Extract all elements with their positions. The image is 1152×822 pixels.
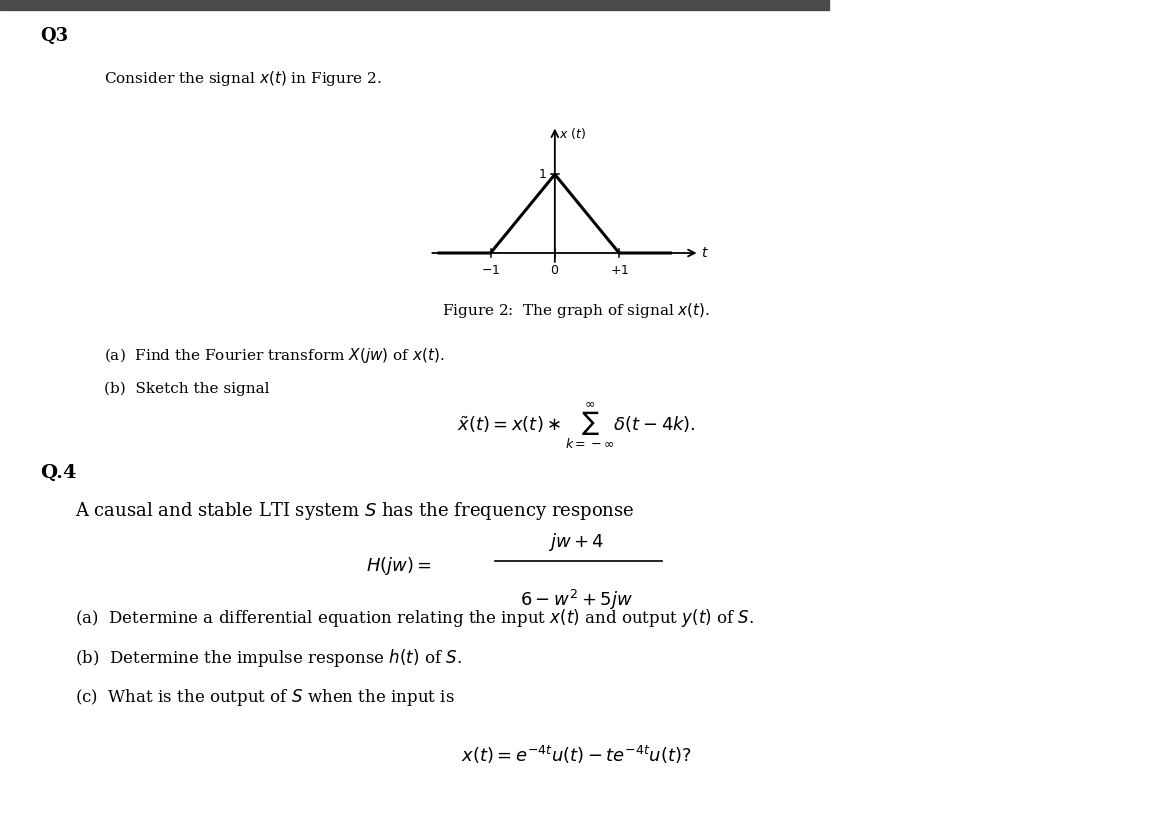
Text: $t$: $t$ xyxy=(702,246,710,260)
Text: $jw + 4$: $jw + 4$ xyxy=(548,531,604,553)
Text: $H(jw) =$: $H(jw) =$ xyxy=(366,555,432,576)
Text: $0$: $0$ xyxy=(551,264,560,277)
Text: (a)  Determine a differential equation relating the input $x(t)$ and output $y(t: (a) Determine a differential equation re… xyxy=(75,607,755,629)
Text: $\tilde{x}(t) = x(t) \ast \sum_{k=-\infty}^{\infty} \delta(t - 4k).$: $\tilde{x}(t) = x(t) \ast \sum_{k=-\inft… xyxy=(456,400,696,451)
Text: $-1$: $-1$ xyxy=(480,264,500,277)
Text: $x(t) = e^{-4t}u(t) - te^{-4t}u(t)?$: $x(t) = e^{-4t}u(t) - te^{-4t}u(t)?$ xyxy=(461,744,691,765)
Text: $1$: $1$ xyxy=(538,168,547,181)
Text: Consider the signal $x(t)$ in Figure 2.: Consider the signal $x(t)$ in Figure 2. xyxy=(104,68,381,88)
Text: (a)  Find the Fourier transform $X(jw)$ of $x(t)$.: (a) Find the Fourier transform $X(jw)$ o… xyxy=(104,346,445,366)
Text: Q.4: Q.4 xyxy=(40,464,77,482)
Text: (b)  Determine the impulse response $h(t)$ of $S$.: (b) Determine the impulse response $h(t)… xyxy=(75,647,462,668)
Text: Figure 2:  The graph of signal $x(t)$.: Figure 2: The graph of signal $x(t)$. xyxy=(442,301,710,321)
Text: A causal and stable LTI system $S$ has the frequency response: A causal and stable LTI system $S$ has t… xyxy=(75,501,635,522)
Text: (b)  Sketch the signal: (b) Sketch the signal xyxy=(104,381,270,396)
Text: Q3: Q3 xyxy=(40,27,68,45)
Bar xyxy=(0,0,829,10)
Text: $6 - w^{2} + 5jw$: $6 - w^{2} + 5jw$ xyxy=(520,588,632,612)
Text: (c)  What is the output of $S$ when the input is: (c) What is the output of $S$ when the i… xyxy=(75,686,455,708)
Text: $+1$: $+1$ xyxy=(609,264,629,277)
Text: $x$ $(t)$: $x$ $(t)$ xyxy=(559,126,586,141)
